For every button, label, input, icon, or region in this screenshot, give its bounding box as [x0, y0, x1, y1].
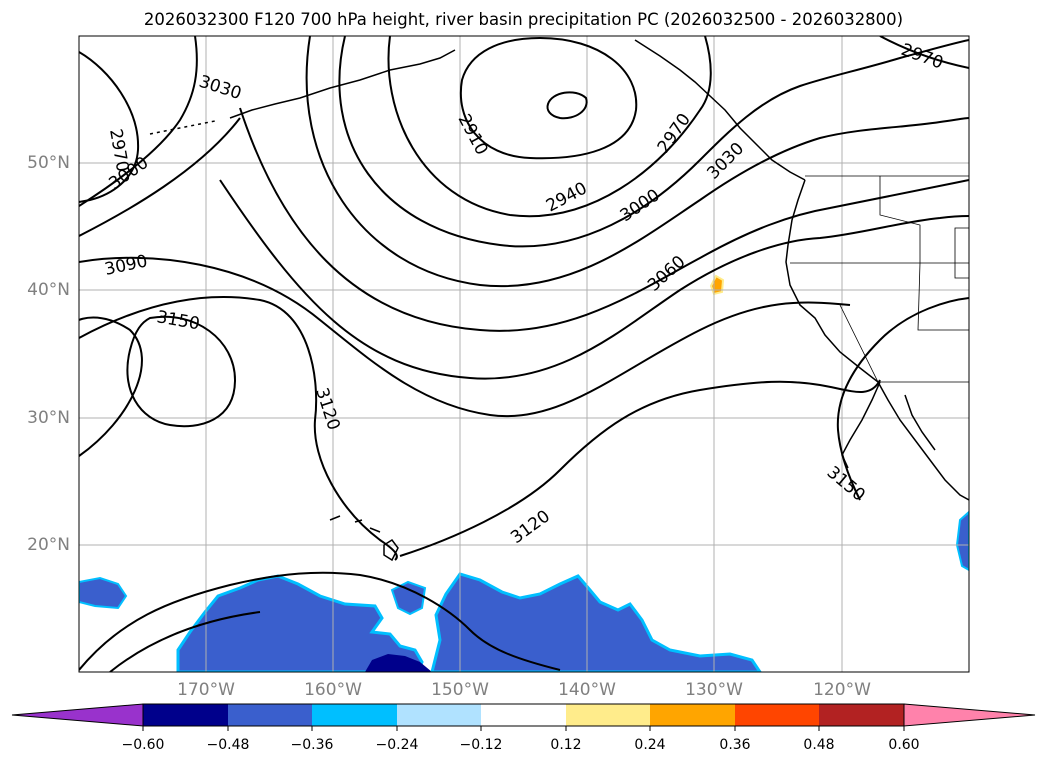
lat-label: 30°N	[27, 408, 70, 428]
colorbar-tick-label: 0.36	[719, 737, 751, 753]
contour-3000-main	[305, 36, 969, 288]
colorbar-segment	[481, 704, 566, 726]
colorbar-segment	[735, 704, 819, 726]
alaska-peninsula-coast	[229, 49, 456, 119]
contour-3000-left	[79, 36, 198, 207]
contour-3150-east	[836, 297, 969, 501]
figure-title: 2026032300 F120 700 hPa height, river ba…	[143, 10, 904, 29]
colorbar-tick-label: 0.12	[550, 737, 582, 753]
contour-3150-sw	[109, 611, 261, 672]
colorbar-segment	[397, 704, 481, 726]
contour-2970-right	[338, 36, 969, 248]
coastlines	[149, 39, 969, 562]
precip-region-dark	[365, 654, 432, 672]
lon-label: 130°W	[685, 680, 743, 700]
precipitation-regions	[79, 274, 969, 672]
colorbar	[11, 703, 1036, 731]
contour-2910-closed	[546, 91, 588, 120]
lon-label: 150°W	[431, 680, 489, 700]
colorbar-tick-label: −0.12	[459, 737, 503, 753]
contour-3120-arc	[79, 316, 143, 457]
colorbar-tick-label: −0.60	[121, 737, 165, 753]
contour-2970-left	[79, 51, 140, 203]
gulf-of-california-coast	[904, 394, 936, 451]
precip-region-west	[79, 576, 128, 610]
precip-region-coast	[955, 510, 969, 572]
contour-3150-south	[79, 571, 561, 671]
contour-3120-long	[79, 295, 398, 561]
colorbar-extend-high	[903, 703, 1036, 727]
contour-3120-south	[399, 379, 881, 557]
contour-3060	[219, 179, 969, 380]
lon-label: 140°W	[558, 680, 616, 700]
gridlines	[79, 36, 969, 672]
colorbar-extend-low	[11, 703, 144, 727]
lon-label: 160°W	[304, 680, 362, 700]
map-border	[78, 35, 970, 673]
aleutian-islands	[149, 120, 216, 135]
contour-3030-main	[239, 107, 969, 332]
lat-label: 40°N	[27, 280, 70, 300]
colorbar-segment	[143, 704, 228, 726]
lat-label: 50°N	[27, 153, 70, 173]
colorbar-tick-label: −0.24	[375, 737, 419, 753]
map-background	[79, 36, 969, 672]
colorbar-tick-label: 0.24	[634, 737, 666, 753]
height-contours	[79, 36, 969, 672]
colorbar-tick-label: 0.48	[803, 737, 835, 753]
contour-2910	[459, 36, 638, 160]
contour-2970-corner	[879, 36, 969, 69]
colorbar-segment	[566, 704, 650, 726]
colorbar-tick-label: −0.36	[290, 737, 334, 753]
north-america-west-coast	[785, 179, 969, 501]
colorbar-outline	[142, 703, 905, 727]
lat-label: 20°N	[27, 535, 70, 555]
colorbar-tick-label: 0.60	[888, 737, 920, 753]
colorbar-segment	[312, 704, 397, 726]
precip-region-middle	[390, 580, 427, 616]
lon-label: 120°W	[813, 680, 871, 700]
lon-label: 170°W	[177, 680, 235, 700]
precip-region-main-east	[430, 572, 762, 672]
alaska-panhandle-coast	[634, 39, 806, 181]
colorbar-segment	[819, 704, 904, 726]
colorbar-tick-label: −0.48	[206, 737, 250, 753]
contour-2940	[387, 36, 712, 218]
contour-3150-closed	[126, 315, 237, 428]
contour-3030-left	[79, 117, 241, 237]
contour-3090	[79, 256, 851, 418]
colorbar-segment	[228, 704, 312, 726]
colorbar-segment	[650, 704, 735, 726]
